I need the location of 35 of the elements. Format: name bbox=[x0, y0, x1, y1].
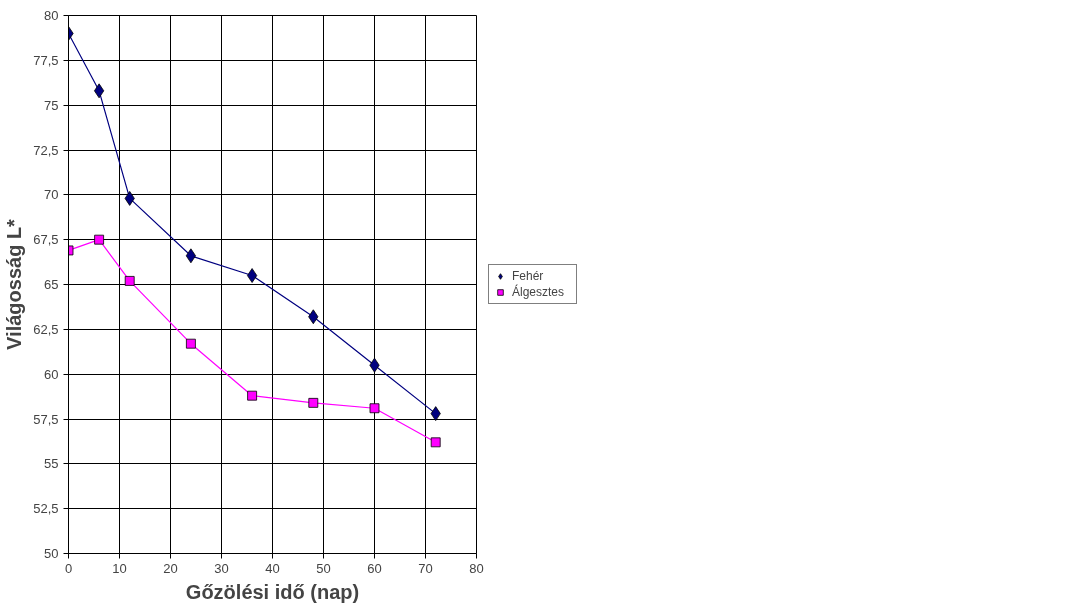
y-tick-label: 62,5 bbox=[33, 321, 59, 337]
x-axis-title: Gőzölési idő (nap) bbox=[185, 580, 360, 603]
x-tick-label: 20 bbox=[163, 560, 178, 576]
point bbox=[124, 191, 135, 206]
x-tick-label: 40 bbox=[265, 560, 280, 576]
x-tick-label: 10 bbox=[112, 560, 127, 576]
point bbox=[94, 234, 104, 245]
point bbox=[247, 390, 257, 401]
x-tick-label: 50 bbox=[316, 560, 331, 576]
y-tick-label: 77,5 bbox=[33, 52, 59, 68]
y-tick-label: 72,5 bbox=[33, 142, 59, 158]
y-tick-label: 67,5 bbox=[33, 232, 59, 248]
y-axis-title: Világosság L* bbox=[3, 218, 26, 350]
y-tick-label: 50 bbox=[44, 546, 59, 561]
y-tick-label: 60 bbox=[44, 366, 59, 382]
y-tick-label: 55 bbox=[44, 456, 59, 472]
x-tick-label: 70 bbox=[418, 560, 433, 576]
legend-label: Fehér bbox=[512, 269, 545, 283]
point bbox=[247, 268, 258, 283]
point bbox=[124, 276, 135, 286]
point bbox=[369, 403, 380, 414]
y-tick-label: 70 bbox=[44, 187, 59, 203]
y-tick-label: 57,5 bbox=[33, 411, 59, 427]
point bbox=[430, 437, 441, 448]
y-tick-label: 52,5 bbox=[33, 501, 59, 517]
y-tick-label: 80 bbox=[44, 8, 59, 23]
x-tick-label: 60 bbox=[367, 560, 382, 576]
x-tick-label: 0 bbox=[64, 560, 73, 576]
point bbox=[186, 338, 196, 349]
x-tick-label: 30 bbox=[214, 560, 229, 576]
x-tick-label: 80 bbox=[469, 560, 484, 576]
point bbox=[308, 397, 319, 408]
legend-label: Álgesztes bbox=[512, 285, 566, 299]
y-tick-label: 75 bbox=[44, 97, 59, 113]
y-tick-label: 65 bbox=[44, 277, 59, 292]
